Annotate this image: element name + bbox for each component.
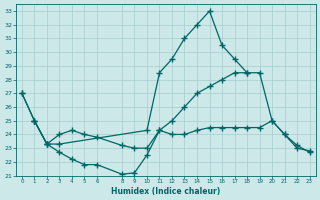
X-axis label: Humidex (Indice chaleur): Humidex (Indice chaleur) [111, 187, 220, 196]
